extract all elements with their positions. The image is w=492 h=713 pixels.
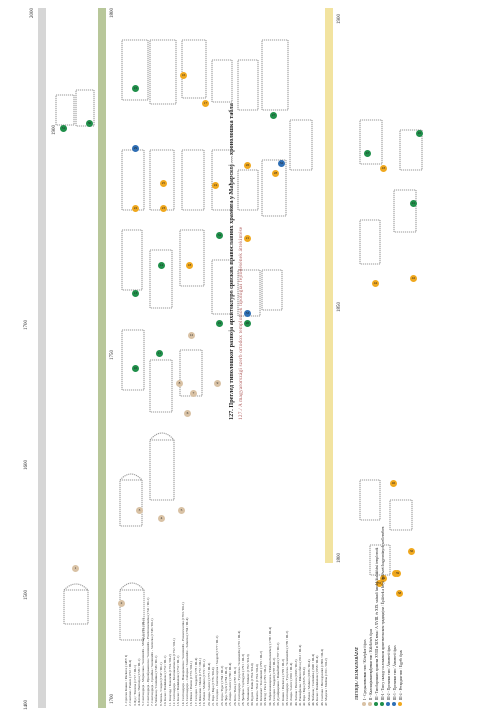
marker-14: 14 bbox=[158, 262, 165, 269]
legend-item: II - Калонијалнитврђевни тип / Kálóközés… bbox=[368, 629, 373, 706]
marker-22: 22 bbox=[132, 205, 139, 212]
church-list-item: 17. Сегедин / Szeged (1778 / III-4) bbox=[193, 657, 198, 706]
church-list-item: 34. Хођмезевашархељ / Hódmezővásárhely (… bbox=[267, 626, 272, 706]
church-list-item: 47. Мадоча / Medina (1911 / III-2) bbox=[324, 658, 329, 706]
marker-10: 10 bbox=[132, 365, 139, 372]
marker-36: 36 bbox=[408, 548, 415, 555]
marker-23: 23 bbox=[160, 205, 167, 212]
marker-28: 28 bbox=[272, 170, 279, 177]
church-list-item: 42. Баја / Baja (1825 / III-4) bbox=[302, 667, 307, 706]
marker-6: 6 bbox=[184, 410, 191, 417]
marker-7: 7 bbox=[190, 390, 197, 397]
marker-18: 18 bbox=[186, 262, 193, 269]
church-list-item: 31. Пешта / Pest (1794 / III-4) bbox=[254, 664, 259, 706]
marker-25: 25 bbox=[160, 180, 167, 187]
church-list-item: 28. Ђенђеш / Gyöngyös (1791 / III-3) bbox=[241, 653, 246, 706]
legend-label: III-3 - Прелазни тип / Átmeneti típus bbox=[393, 645, 397, 700]
church-list-item: 19. Мохач / Mohács (1772 / III-1) bbox=[202, 659, 207, 706]
marker-43: 43 bbox=[380, 165, 387, 172]
marker-44: 44 bbox=[372, 280, 379, 287]
legend-label: III - Тип барокних храмова XVIII и XIX в… bbox=[375, 547, 379, 700]
marker-15: 15 bbox=[132, 85, 139, 92]
marker-39: 39 bbox=[394, 570, 401, 577]
marker-29: 29 bbox=[132, 145, 139, 152]
marker-9: 9 bbox=[214, 380, 221, 387]
marker-13: 13 bbox=[132, 290, 139, 297]
marker-35: 35 bbox=[376, 580, 383, 587]
church-list-item: 2. Сантово / Pomáz (1722 / III-4) bbox=[128, 660, 133, 706]
marker-30: 30 bbox=[86, 120, 93, 127]
marker-3: 3 bbox=[136, 507, 143, 514]
marker-4: 4 bbox=[158, 515, 165, 522]
marker-20: 20 bbox=[244, 320, 251, 327]
timeline-bar-late bbox=[325, 8, 333, 563]
church-list-item: 14. Сентандреја - Пожаревачка / Szentend… bbox=[180, 602, 185, 706]
marker-33: 33 bbox=[244, 310, 251, 317]
legend-item: III-4 - Ретардни тип / Egyéb típus bbox=[398, 650, 403, 706]
marker-38: 38 bbox=[396, 590, 403, 597]
legend-label: III-1 - Тип у складу са локалном архитек… bbox=[381, 526, 385, 700]
timeline-bar-early bbox=[38, 8, 46, 708]
marker-40: 40 bbox=[380, 575, 387, 582]
marker-16: 16 bbox=[180, 72, 187, 79]
church-list-item: 13. Калаз / Budakalász (1752 / III-1) bbox=[176, 655, 181, 706]
marker-2: 2 bbox=[118, 600, 125, 607]
church-list-item: 25. Ловра / Lórév (1780 / III-4) bbox=[228, 662, 233, 706]
legend-swatch bbox=[386, 702, 390, 706]
church-list-item: 39. Ловра / Lórév (1801 / III-4) bbox=[289, 662, 294, 706]
church-list-item: 10. Калаз / Budakalász (1752 / III-1) bbox=[163, 655, 168, 706]
timeline-bar-baroque bbox=[98, 8, 106, 708]
church-list-item: 30. Будим / Buda (1794 / III-4) bbox=[250, 663, 255, 706]
marker-21: 21 bbox=[244, 235, 251, 242]
church-list-item: 33. Печуј / Pécs (1795 / III-2) bbox=[263, 665, 268, 706]
marker-34: 34 bbox=[216, 232, 223, 239]
marker-42: 42 bbox=[410, 275, 417, 282]
marker-26: 26 bbox=[244, 162, 251, 169]
marker-19: 19 bbox=[216, 320, 223, 327]
marker-8: 8 bbox=[176, 380, 183, 387]
legend-swatch bbox=[380, 702, 384, 706]
legend-item: III - Тип барокних храмова XVIII и XIX в… bbox=[374, 548, 379, 706]
church-list-item: 37. Ковин / Ráckeve (1799 / III-2) bbox=[280, 658, 285, 706]
marker-24: 24 bbox=[212, 182, 219, 189]
legend-label: II - Калонијалнитврђевни тип / Kálóközés… bbox=[369, 628, 373, 700]
marker-47: 47 bbox=[364, 150, 371, 157]
legend-label: I - Средњовековни тип / Középkori típus bbox=[363, 639, 367, 701]
marker-27: 27 bbox=[270, 112, 277, 119]
church-list-item: 11. Коцсорд / Koszorúk (1754 / III-2) bbox=[167, 654, 172, 706]
legend-swatch bbox=[368, 702, 372, 706]
legend-swatch bbox=[362, 702, 366, 706]
legend-item: I - Средњовековни тип / Középkori típus bbox=[362, 639, 367, 706]
marker-17: 17 bbox=[202, 100, 209, 107]
church-list-item: 16. Помаз / Pomáz (1773 / III-1) bbox=[189, 661, 194, 706]
marker-45: 45 bbox=[416, 130, 423, 137]
marker-5: 5 bbox=[178, 507, 185, 514]
marker-11: 11 bbox=[156, 350, 163, 357]
marker-41: 41 bbox=[410, 200, 417, 207]
marker-1: 1 bbox=[72, 565, 79, 572]
legend-label: III-2 - Прелазни тип / Átmeneti típus bbox=[387, 645, 391, 700]
legend-item: III-1 - Тип у складу са локалном архитек… bbox=[380, 527, 385, 706]
legend-item: III-2 - Прелазни тип / Átmeneti típus bbox=[386, 645, 391, 706]
marker-31: 31 bbox=[60, 125, 67, 132]
marker-46: 46 bbox=[390, 480, 397, 487]
church-list-item: 5. Сентандреја - Мијаилова / Szentendre … bbox=[141, 618, 146, 706]
legend-swatch bbox=[398, 702, 402, 706]
legend-swatch bbox=[374, 702, 378, 706]
legend-swatch bbox=[392, 702, 396, 706]
church-list-item: 36. Дунађвароши / Dunaföldvár (1797 / II… bbox=[276, 642, 281, 706]
legend-label: III-4 - Ретардни тип / Egyéb típus bbox=[399, 650, 403, 700]
church-list-item: 45. Калаз / Budakalász (1858 / III-4) bbox=[315, 655, 320, 706]
marker-32: 32 bbox=[278, 160, 285, 167]
legend-item: III-3 - Прелазни тип / Átmeneti típus bbox=[392, 645, 397, 706]
church-list-item: 22. Сегедин - Светоилијска / Szeged (177… bbox=[215, 635, 220, 706]
church-list-item: 8. Чобанац / Csobánka (1746 / III-1) bbox=[154, 655, 159, 706]
legend-heading: ЛЕГЕНДА / JELMAGYARÁZAT bbox=[355, 647, 359, 700]
marker-12: 12 bbox=[188, 332, 195, 339]
